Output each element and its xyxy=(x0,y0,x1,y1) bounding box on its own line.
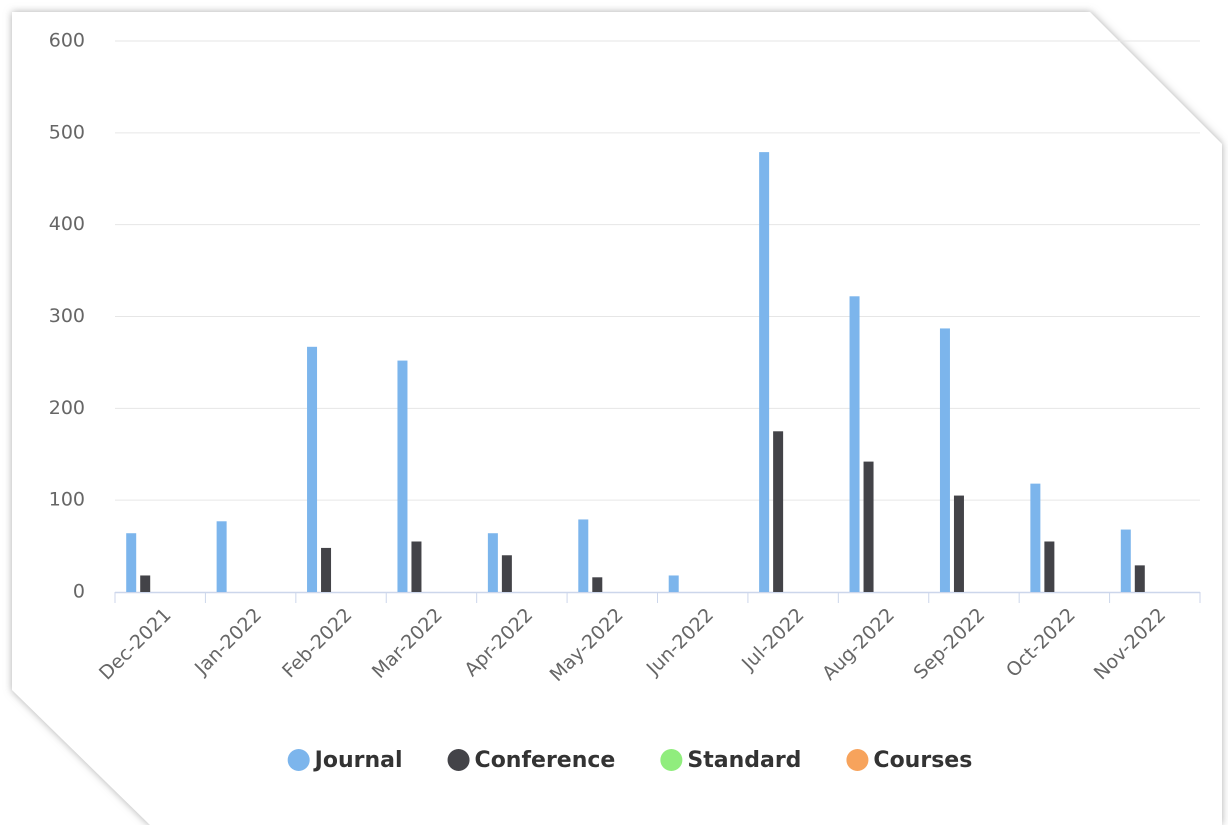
y-tick-label: 0 xyxy=(73,581,85,603)
bar xyxy=(397,360,408,592)
bar xyxy=(863,461,874,592)
legend-label: Conference xyxy=(475,748,616,773)
bar xyxy=(1134,565,1145,592)
bar xyxy=(140,575,151,592)
bar xyxy=(1120,529,1131,592)
bar xyxy=(307,346,318,592)
bar xyxy=(411,541,422,592)
bar xyxy=(953,495,964,592)
bar xyxy=(849,296,860,592)
bar xyxy=(578,519,589,592)
bar xyxy=(487,533,498,592)
bar xyxy=(216,521,227,592)
legend-label: Courses xyxy=(873,748,972,773)
chart-frame xyxy=(12,12,1222,825)
y-tick-label: 400 xyxy=(49,213,85,235)
bar xyxy=(126,533,137,592)
bar xyxy=(1030,483,1041,592)
bar xyxy=(759,152,770,592)
legend-marker xyxy=(846,749,869,771)
bar xyxy=(1044,541,1055,592)
legend-marker xyxy=(660,749,683,771)
legend-label: Standard xyxy=(687,748,801,773)
y-tick-label: 600 xyxy=(49,30,85,52)
bar xyxy=(939,328,950,592)
y-tick-label: 100 xyxy=(49,489,85,511)
legend-marker xyxy=(447,749,470,771)
legend-label: Journal xyxy=(313,748,403,773)
legend-marker xyxy=(287,749,310,771)
y-tick-label: 300 xyxy=(49,305,85,327)
bar xyxy=(321,547,332,592)
y-tick-label: 200 xyxy=(49,397,85,419)
bar xyxy=(773,431,784,592)
bar xyxy=(592,577,603,592)
bar xyxy=(668,575,679,592)
bar xyxy=(501,555,512,592)
y-tick-label: 500 xyxy=(49,121,85,143)
